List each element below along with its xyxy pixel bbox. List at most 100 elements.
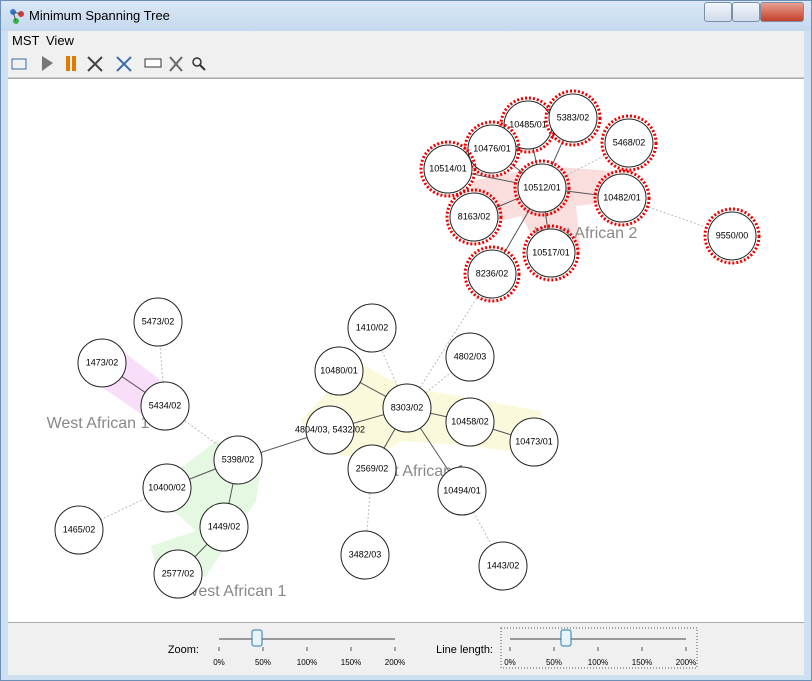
- node[interactable]: [314, 346, 364, 396]
- search-button[interactable]: [192, 57, 202, 67]
- node-label: 1465/02: [63, 524, 96, 534]
- node[interactable]: [478, 541, 528, 591]
- node-ring: [600, 114, 658, 172]
- toolbar-icons: [11, 56, 206, 72]
- slider-label: Zoom:: [168, 644, 199, 656]
- node-label: 10512/01: [523, 182, 561, 192]
- node[interactable]: [467, 249, 517, 299]
- node-label: 1443/02: [487, 560, 520, 570]
- tools-button[interactable]: [169, 56, 183, 72]
- slider-tick-label: 50%: [546, 658, 562, 667]
- focus-box: [500, 627, 698, 669]
- menu-bar: MST View: [8, 31, 804, 51]
- node[interactable]: [54, 505, 104, 555]
- slider-thumb[interactable]: [251, 629, 263, 647]
- layout-button[interactable]: [87, 56, 103, 72]
- node-ring: [513, 159, 571, 217]
- node[interactable]: [133, 297, 183, 347]
- node-label: 10514/01: [429, 163, 467, 173]
- node[interactable]: [437, 466, 487, 516]
- search-handle: [199, 64, 206, 71]
- node-label: 10480/01: [320, 365, 358, 375]
- menu-item[interactable]: MST: [12, 33, 40, 48]
- title-bar: Minimum Spanning Tree: [1, 1, 811, 31]
- node-label: 5383/02: [557, 112, 590, 122]
- node-label: 10494/01: [443, 485, 481, 495]
- node-label: 5468/02: [613, 137, 646, 147]
- node[interactable]: [509, 417, 559, 467]
- node[interactable]: [517, 163, 567, 213]
- node-ring: [522, 224, 580, 282]
- node-label: 9550/00: [716, 230, 749, 240]
- node-label: 4802/03: [454, 351, 487, 361]
- edge: [164, 405, 239, 461]
- node[interactable]: [77, 338, 127, 388]
- node-label: 8303/02: [391, 402, 424, 412]
- slider-tick-label: 150%: [341, 658, 361, 667]
- slider-tick-label: 100%: [588, 658, 608, 667]
- node-ring: [445, 188, 503, 246]
- node[interactable]: [347, 444, 397, 494]
- fit-button[interactable]: [116, 56, 132, 72]
- node[interactable]: [305, 405, 355, 455]
- cluster-label: West African 1: [47, 415, 150, 432]
- node-label: 1410/02: [356, 322, 389, 332]
- slider-label: Line length:: [436, 644, 493, 656]
- node[interactable]: [142, 463, 192, 513]
- slider-tick-label: 200%: [385, 658, 405, 667]
- node-label: 10485/01: [509, 119, 547, 129]
- node[interactable]: [604, 118, 654, 168]
- app-icon: [10, 9, 24, 24]
- node[interactable]: [597, 173, 647, 223]
- node[interactable]: [347, 303, 397, 353]
- node[interactable]: [526, 228, 576, 278]
- text-button[interactable]: [144, 58, 162, 68]
- node[interactable]: [548, 93, 598, 143]
- node[interactable]: [140, 381, 190, 431]
- node-label: 1449/02: [208, 521, 241, 531]
- node-ring: [703, 207, 761, 265]
- pause-button[interactable]: [66, 56, 70, 71]
- node-label: 8163/02: [458, 211, 491, 221]
- node[interactable]: [153, 549, 203, 599]
- node-ring: [593, 169, 651, 227]
- maximize-button[interactable]: [732, 2, 760, 22]
- slider-tick-label: 0%: [213, 658, 225, 667]
- node[interactable]: [445, 397, 495, 447]
- node-ring: [544, 89, 602, 147]
- node-ring: [463, 245, 521, 303]
- minimize-button[interactable]: [704, 2, 732, 22]
- node[interactable]: [449, 192, 499, 242]
- node-label: 5473/02: [142, 316, 175, 326]
- node-label: 10517/01: [532, 247, 570, 257]
- node-label: 10473/01: [515, 436, 553, 446]
- menu-item[interactable]: View: [46, 33, 74, 48]
- node[interactable]: [340, 530, 390, 580]
- close-button[interactable]: [760, 2, 804, 22]
- node[interactable]: [213, 435, 263, 485]
- node-label: 10458/02: [451, 416, 489, 426]
- slider-tick-label: 150%: [632, 658, 652, 667]
- node[interactable]: [423, 144, 473, 194]
- node[interactable]: [199, 502, 249, 552]
- node-label: 10400/02: [148, 482, 186, 492]
- node-label: 1473/02: [86, 357, 119, 367]
- node[interactable]: [707, 211, 757, 261]
- node-label: 10482/01: [603, 192, 641, 202]
- slider-tick-label: 50%: [255, 658, 271, 667]
- window-title: Minimum Spanning Tree: [29, 8, 170, 23]
- node[interactable]: [467, 124, 517, 174]
- cluster-label: West African 1: [184, 583, 287, 600]
- export-button[interactable]: [11, 58, 27, 70]
- node[interactable]: [382, 383, 432, 433]
- node-label: 10476/01: [473, 143, 511, 153]
- node-label: 4804/03, 5432/02: [295, 424, 365, 434]
- node[interactable]: [445, 332, 495, 382]
- slider-thumb[interactable]: [560, 629, 572, 647]
- play-button[interactable]: [42, 56, 53, 71]
- slider-tick-label: 100%: [297, 658, 317, 667]
- node-label: 5398/02: [222, 454, 255, 464]
- node-ring: [419, 140, 477, 198]
